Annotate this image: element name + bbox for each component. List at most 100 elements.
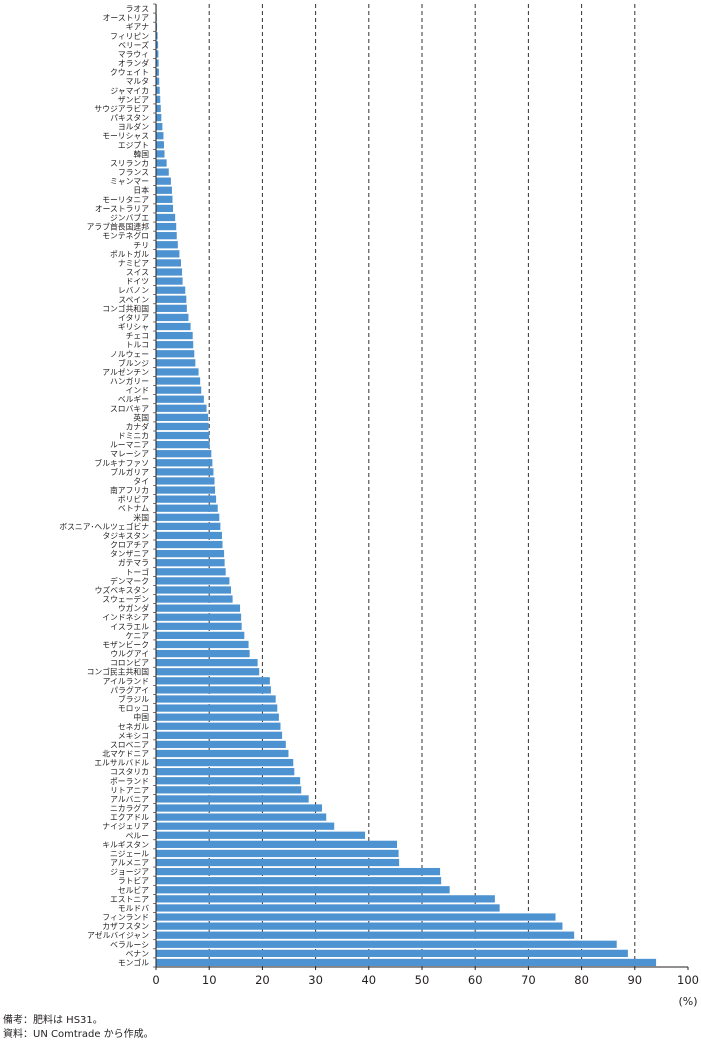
bar: [156, 422, 209, 431]
category-label: アルゼンチン: [102, 367, 149, 377]
category-label: ニカラグア: [110, 803, 149, 813]
bar: [156, 731, 283, 739]
category-label: ベナン: [126, 949, 150, 958]
bar: [156, 195, 173, 203]
bar: [156, 504, 218, 512]
category-label: マラウィ: [118, 50, 149, 59]
bar: [156, 86, 160, 94]
x-tick-label: 20: [255, 973, 270, 987]
bar: [156, 550, 225, 558]
bar: [156, 331, 193, 340]
bar: [156, 159, 167, 167]
bar: [156, 749, 289, 758]
category-label: オランダ: [118, 58, 149, 68]
category-label: トーゴ: [126, 567, 150, 577]
bar: [156, 613, 242, 621]
category-label: タンザニア: [110, 550, 149, 559]
category-label: モルドバ: [118, 904, 149, 913]
category-label: リトアニア: [110, 786, 149, 795]
category-label: スロベニア: [110, 740, 149, 749]
chart-notes: 備考：肥料は HS31。 資料：UN Comtrade から作成。: [3, 1014, 154, 1042]
category-label: ベトナム: [118, 504, 149, 513]
bar: [156, 958, 657, 967]
category-label: チェコ: [126, 332, 149, 341]
category-label: ノルウェー: [110, 350, 149, 359]
category-label: アルバニア: [110, 795, 149, 804]
category-label: ウズベキスタン: [95, 585, 150, 595]
category-label: トルコ: [126, 341, 149, 350]
category-label: パキスタン: [110, 114, 149, 123]
category-label: タイ: [133, 477, 149, 486]
bar: [156, 250, 180, 258]
bar: [156, 722, 281, 730]
bar: [156, 640, 249, 649]
category-label: インド: [126, 386, 149, 395]
category-label: セネガル: [118, 721, 149, 731]
category-label: エルサルバドル: [94, 759, 149, 768]
bar: [156, 204, 174, 213]
bar: [156, 150, 165, 158]
category-label: コンゴ共和国: [102, 303, 149, 313]
category-label: ザンビア: [118, 95, 149, 104]
category-label: ラオス: [126, 5, 149, 14]
x-tick-label: 90: [627, 973, 642, 987]
category-label: ボリビア: [118, 495, 149, 504]
category-label: ベラルーシ: [110, 940, 149, 949]
category-label: スリランカ: [110, 159, 149, 168]
bar: [156, 677, 270, 685]
category-label: 北マケドニア: [102, 750, 149, 759]
bar: [156, 922, 563, 930]
category-label: マルタ: [126, 77, 149, 86]
bar: [156, 477, 215, 485]
bar: [156, 104, 161, 113]
bar: [156, 768, 295, 776]
category-label: ウルグアイ: [110, 649, 149, 659]
bar: [156, 450, 212, 458]
bar: [156, 486, 216, 494]
bar: [156, 241, 178, 249]
category-label: モーリシャス: [102, 132, 149, 141]
category-label: モザンビーク: [102, 640, 149, 649]
bar: [156, 822, 335, 830]
category-label: チリ: [133, 241, 149, 250]
category-label: スペイン: [118, 295, 149, 304]
category-label: フランス: [118, 168, 149, 177]
bar: [156, 232, 177, 240]
x-tick-label: 10: [202, 973, 217, 987]
category-label: ジョージア: [110, 868, 149, 877]
bar: [156, 377, 201, 385]
category-label: ナミビア: [118, 259, 149, 268]
bar: [156, 495, 217, 503]
category-label: アイルランド: [103, 677, 149, 686]
category-label: ラトビア: [118, 877, 149, 886]
bar: [156, 459, 213, 467]
bar: [156, 513, 220, 521]
category-label: メキシコ: [118, 731, 149, 740]
category-label: キルギスタン: [102, 840, 149, 849]
bar: [156, 631, 245, 640]
category-label: ボスニア･ヘルツェゴビナ: [59, 521, 149, 531]
category-label: フィンランド: [102, 913, 149, 922]
category-label: ニジェール: [110, 849, 149, 858]
bar: [156, 931, 575, 939]
bar: [156, 468, 214, 476]
category-label: ベリーズ: [118, 40, 149, 50]
category-label: マレーシア: [110, 450, 149, 459]
category-label: 日本: [133, 185, 149, 195]
bar: [156, 350, 195, 358]
category-label: カナダ: [126, 421, 150, 431]
bar: [156, 686, 271, 694]
bar: [156, 177, 171, 185]
category-label: 米国: [133, 512, 149, 522]
bar: [156, 95, 161, 104]
bar: [156, 904, 500, 912]
category-label: オーストラリア: [95, 204, 149, 213]
category-label: クロアチア: [110, 541, 149, 550]
bar: [156, 713, 279, 721]
x-tick-label: 80: [574, 973, 589, 987]
x-tick-label: 0: [152, 973, 159, 987]
bar: [156, 386, 202, 394]
bar: [156, 895, 495, 903]
note-remark: 備考：肥料は HS31。: [3, 1015, 103, 1026]
category-label: ハンガリー: [110, 376, 149, 386]
